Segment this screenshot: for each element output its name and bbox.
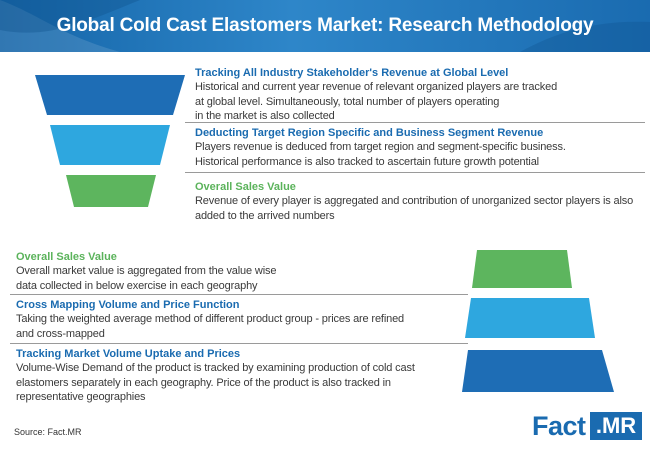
bottom-step-1-body-line-1: Overall market value is aggregated from … xyxy=(16,265,277,277)
top-step-3-heading: Overall Sales Value xyxy=(195,181,296,193)
funnel-bottom-green xyxy=(472,250,572,288)
bottom-step-2-heading: Cross Mapping Volume and Price Function xyxy=(16,299,240,311)
header-wave-decoration xyxy=(0,0,650,52)
bottom-step-2-body-line-2: and cross-mapped xyxy=(16,327,105,340)
top-step-3-body-line-1: Revenue of every player is aggregated an… xyxy=(195,195,634,207)
top-step-1-heading: Tracking All Industry Stakeholder's Reve… xyxy=(195,67,509,79)
funnel-top-green xyxy=(66,175,156,207)
bottom-step-3-heading: Tracking Market Volume Uptake and Prices xyxy=(16,348,241,360)
top-divider-1 xyxy=(185,122,645,123)
bottom-step-3-body-line-1: Volume-Wise Demand of the product is tra… xyxy=(16,362,415,374)
top-step-1-body-line-1: Historical and current year revenue of r… xyxy=(195,81,558,93)
funnel-top-light-blue xyxy=(50,125,170,165)
bottom-step-3-body-line-2: elastomers separately in each geography.… xyxy=(16,376,391,389)
logo-text-mr: .MR xyxy=(590,412,642,440)
funnel-bottom-light-blue xyxy=(465,298,595,338)
bottom-step-1: Overall Sales Value Overall market value… xyxy=(16,250,456,293)
bottom-step-1-heading: Overall Sales Value xyxy=(16,251,117,263)
factmr-logo: Fact .MR xyxy=(532,409,642,443)
funnel-top-dark-blue xyxy=(35,75,185,115)
top-step-3-body-line-2: added to the arrived numbers xyxy=(195,209,335,222)
top-step-2: Deducting Target Region Specific and Bus… xyxy=(195,126,635,169)
funnel-bottom-dark-blue xyxy=(462,350,614,392)
source-note: Source: Fact.MR xyxy=(14,427,82,437)
bottom-divider-2 xyxy=(10,343,468,344)
top-step-3: Overall Sales Value Revenue of every pla… xyxy=(195,180,645,223)
top-step-1-body-line-3: in the market is also collected xyxy=(195,110,335,122)
top-step-1: Tracking All Industry Stakeholder's Reve… xyxy=(195,66,635,124)
header-banner: Global Cold Cast Elastomers Market: Rese… xyxy=(0,0,650,52)
top-step-2-body-line-2: Historical performance is also tracked t… xyxy=(195,155,539,168)
top-step-1-body-line-2: at global level. Simultaneously, total n… xyxy=(195,95,500,108)
top-divider-2 xyxy=(185,172,645,173)
page-title: Global Cold Cast Elastomers Market: Rese… xyxy=(56,15,594,36)
bottom-step-2-body-line-1: Taking the weighted average method of di… xyxy=(16,313,405,325)
top-step-2-body-line-1: Players revenue is deduced from target r… xyxy=(195,141,566,153)
bottom-step-1-body-line-2: data collected in below exercise in each… xyxy=(16,279,258,292)
logo-text-fact: Fact xyxy=(532,411,586,441)
bottom-divider-1 xyxy=(10,294,468,295)
top-step-2-heading: Deducting Target Region Specific and Bus… xyxy=(195,127,544,139)
bottom-step-3: Tracking Market Volume Uptake and Prices… xyxy=(16,347,466,405)
bottom-step-2: Cross Mapping Volume and Price Function … xyxy=(16,298,466,341)
bottom-step-3-body-line-3: representative geographies xyxy=(16,391,146,403)
